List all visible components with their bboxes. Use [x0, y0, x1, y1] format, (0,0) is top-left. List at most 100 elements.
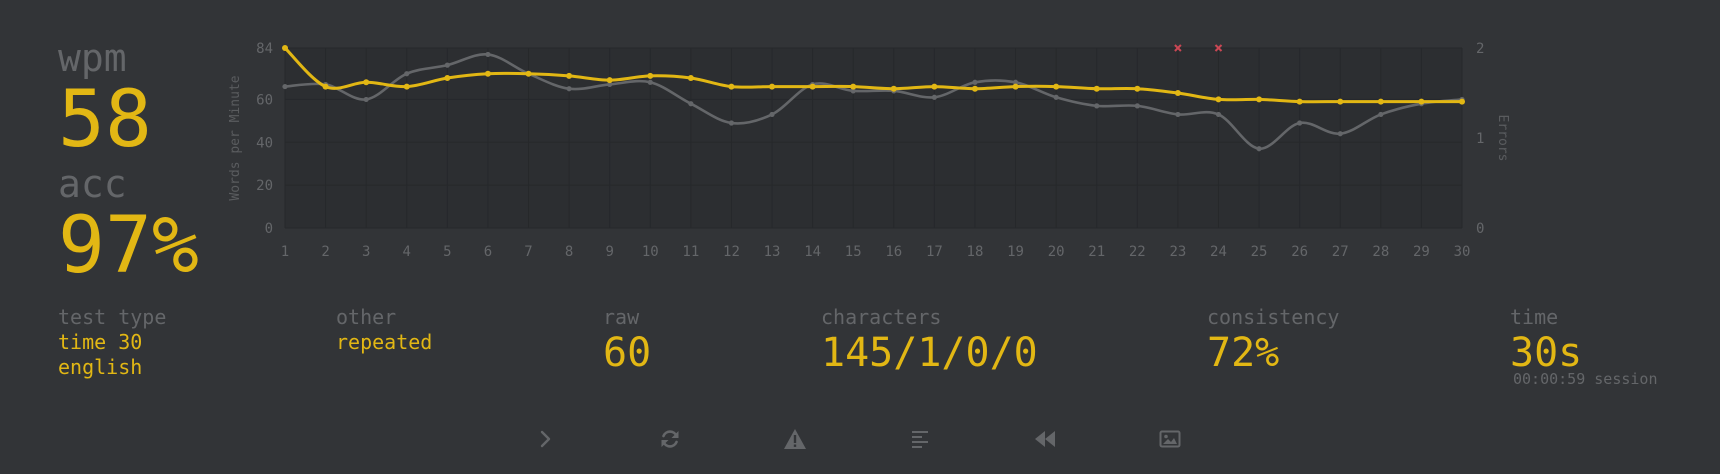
wpm-data-point [484, 70, 491, 77]
wpm-data-point [971, 85, 978, 92]
session-time: 00:00:59 session [1513, 370, 1658, 388]
raw-data-point [1215, 111, 1222, 118]
raw-data-point [1175, 111, 1181, 118]
toggle-word-history-button[interactable] [900, 420, 940, 458]
consistency-value[interactable]: 72% [1207, 330, 1280, 376]
raw-data-point [363, 96, 369, 103]
chart-x-tick-label: 25 [1251, 244, 1268, 260]
raw-data-point [1337, 131, 1343, 137]
raw-series-line [284, 53, 1463, 151]
other-group: other repeated [336, 304, 432, 355]
chart-x-tick-label: 29 [1413, 244, 1430, 260]
wpm-data-point [606, 77, 613, 84]
wpm-data-point [769, 83, 776, 90]
raw-data-point [728, 120, 735, 126]
wpm-data-point [1296, 98, 1303, 105]
wpm-data-point [1337, 98, 1344, 105]
chart-x-tick-label: 11 [682, 244, 699, 260]
wpm-data-point [525, 70, 532, 77]
raw-data-point [769, 111, 775, 118]
time-label: time [1510, 305, 1559, 329]
wpm-data-point [363, 79, 370, 86]
chart-x-tick-label: 15 [845, 244, 862, 260]
wpm-data-point [322, 83, 329, 90]
wpm-label: wpm [58, 36, 127, 80]
raw-data-point [850, 88, 856, 94]
chart-x-tick-label: 5 [443, 244, 451, 260]
wpm-data-point [687, 75, 694, 81]
chart-x-tick-label: 2 [321, 244, 329, 260]
error-marker [1214, 44, 1223, 52]
wpm-data-point [931, 83, 938, 90]
chart-y2-tick-label: 0 [1476, 221, 1484, 237]
save-screenshot-button[interactable] [1150, 420, 1190, 458]
chart-x-tick-label: 3 [362, 244, 370, 260]
wpm-data-point [566, 72, 573, 79]
chart-y-tick-label: 84 [256, 41, 273, 57]
warning-icon [784, 429, 806, 449]
chart-x-tick-label: 4 [403, 244, 411, 260]
wpm-data-point [282, 45, 288, 51]
raw-data-point [282, 83, 288, 90]
acc-value[interactable]: 97% [58, 201, 199, 291]
chart-y-tick-label: 0 [265, 221, 273, 237]
chart-x-tick-label: 1 [281, 244, 289, 260]
wpm-data-point [850, 83, 857, 90]
error-marker-stroke [1174, 44, 1182, 52]
chart-x-tick-label: 10 [642, 244, 659, 260]
raw-data-point [1053, 94, 1059, 100]
raw-data-point [1134, 103, 1140, 109]
chart-x-tick-label: 16 [885, 244, 902, 260]
chart-x-tick-label: 30 [1454, 244, 1471, 260]
align-left-icon [912, 431, 928, 448]
chart-y2-tick-label: 2 [1476, 41, 1484, 57]
time-value[interactable]: 30s [1510, 330, 1583, 376]
raw-data-point [444, 62, 450, 68]
image-icon [1159, 430, 1181, 448]
watch-replay-button[interactable] [1025, 420, 1065, 458]
raw-data-point [931, 94, 937, 100]
chart-x-tick-label: 6 [484, 244, 492, 260]
chart-x-tick-label: 18 [967, 244, 984, 260]
chart-x-tick-label: 20 [1048, 244, 1065, 260]
wpm-data-point [444, 75, 451, 81]
chart-x-tick-label: 26 [1291, 244, 1308, 260]
raw-data-point [972, 79, 978, 85]
chart-x-tick-label: 17 [926, 244, 943, 260]
next-test-button[interactable] [525, 420, 565, 458]
characters-value[interactable]: 145/1/0/0 [821, 330, 1038, 376]
characters-group: characters 145/1/0/0 [821, 304, 1038, 376]
wpm-data-point [647, 72, 654, 79]
wpm-data-point [403, 83, 410, 90]
restart-test-button[interactable] [650, 420, 690, 458]
refresh-icon [661, 430, 679, 448]
error-marker-stroke [1214, 44, 1223, 52]
test-type-group: test type time 30 english [58, 304, 166, 380]
consistency-group: consistency 72% [1207, 304, 1339, 376]
wpm-data-point [890, 85, 897, 92]
raw-value[interactable]: 60 [603, 330, 652, 376]
wpm-data-point [1012, 83, 1019, 90]
raw-data-point [607, 81, 613, 88]
other-label: other [336, 305, 397, 329]
practice-missed-words-button[interactable] [775, 420, 815, 458]
wpm-chart: 0 20 40 60 84 0 1 2 1 2 3 4 5 6 7 8 9 10 11 12 13 14 15 16 17 18 1… [220, 30, 1650, 290]
wpm-data-point [1418, 98, 1425, 105]
chart-x-tick-label: 19 [1007, 244, 1024, 260]
test-type-label: test type [58, 305, 167, 329]
raw-data-point [485, 51, 491, 58]
chart-y-axis-title: Words per Minute [228, 75, 243, 200]
wpm-data-point [1459, 98, 1465, 105]
raw-data-point [1297, 120, 1303, 126]
other-value: repeated [336, 330, 433, 354]
consistency-label: consistency [1207, 305, 1340, 329]
wpm-data-point [1377, 98, 1384, 105]
test-type-language: english [58, 355, 143, 379]
chart-x-tick-label: 13 [764, 244, 781, 260]
wpm-data-point [1053, 83, 1060, 90]
wpm-value[interactable]: 58 [58, 75, 152, 165]
raw-data-point [404, 71, 410, 77]
result-toolbar [0, 420, 1720, 458]
chart-y2-tick-label: 1 [1476, 131, 1484, 147]
